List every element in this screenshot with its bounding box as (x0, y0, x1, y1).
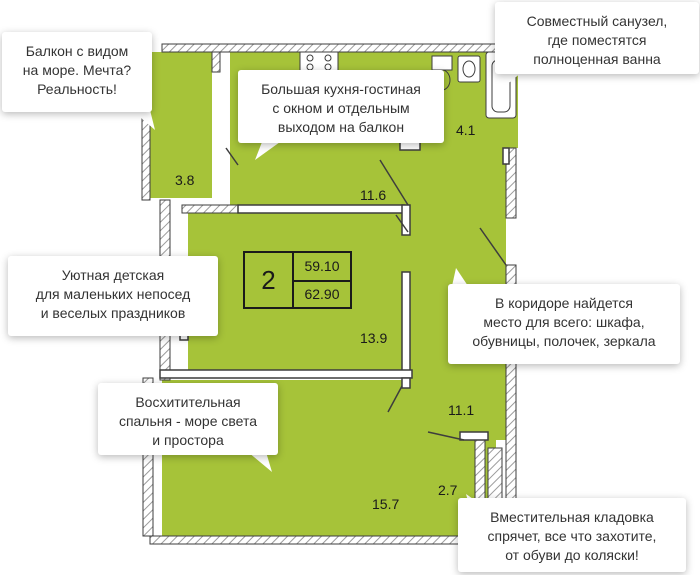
kitchen-callout: Большая кухня-гостиная с окном и отдельн… (238, 70, 444, 143)
living-area: 59.10 (294, 253, 350, 282)
room-count: 2 (245, 253, 294, 307)
bathroom-callout: Совместный санузел, где поместятся полно… (495, 2, 699, 74)
balcony-callout: Балкон с видом на море. Мечта? Реальност… (2, 32, 152, 112)
kitchen-area-label: 11.6 (360, 187, 387, 203)
bathroom-area-label: 4.1 (456, 122, 476, 138)
balcony-floor (150, 52, 212, 198)
total-area: 62.90 (304, 286, 340, 302)
toilet (431, 55, 453, 71)
bedroom-area-label: 15.7 (372, 496, 400, 512)
bedroom-callout: Восхитительная спальня - море света и пр… (98, 383, 278, 455)
corridor-area-label: 11.1 (448, 402, 475, 418)
door-swings (225, 147, 507, 441)
apartment-badge: 2 59.10 62.90 (243, 251, 352, 309)
corridor-callout: В коридоре найдется место для всего: шка… (448, 284, 680, 364)
balcony-area-label: 3.8 (175, 172, 195, 188)
storage-area-label: 2.7 (438, 482, 458, 498)
nursery-floor (188, 212, 408, 374)
sink (457, 55, 481, 83)
stove (299, 51, 339, 73)
storage-callout: Вместительная кладовка спрячет, все что … (458, 498, 686, 572)
nursery-callout: Уютная детская для маленьких непосед и в… (8, 256, 218, 336)
nursery-area-label: 13.9 (360, 330, 388, 346)
